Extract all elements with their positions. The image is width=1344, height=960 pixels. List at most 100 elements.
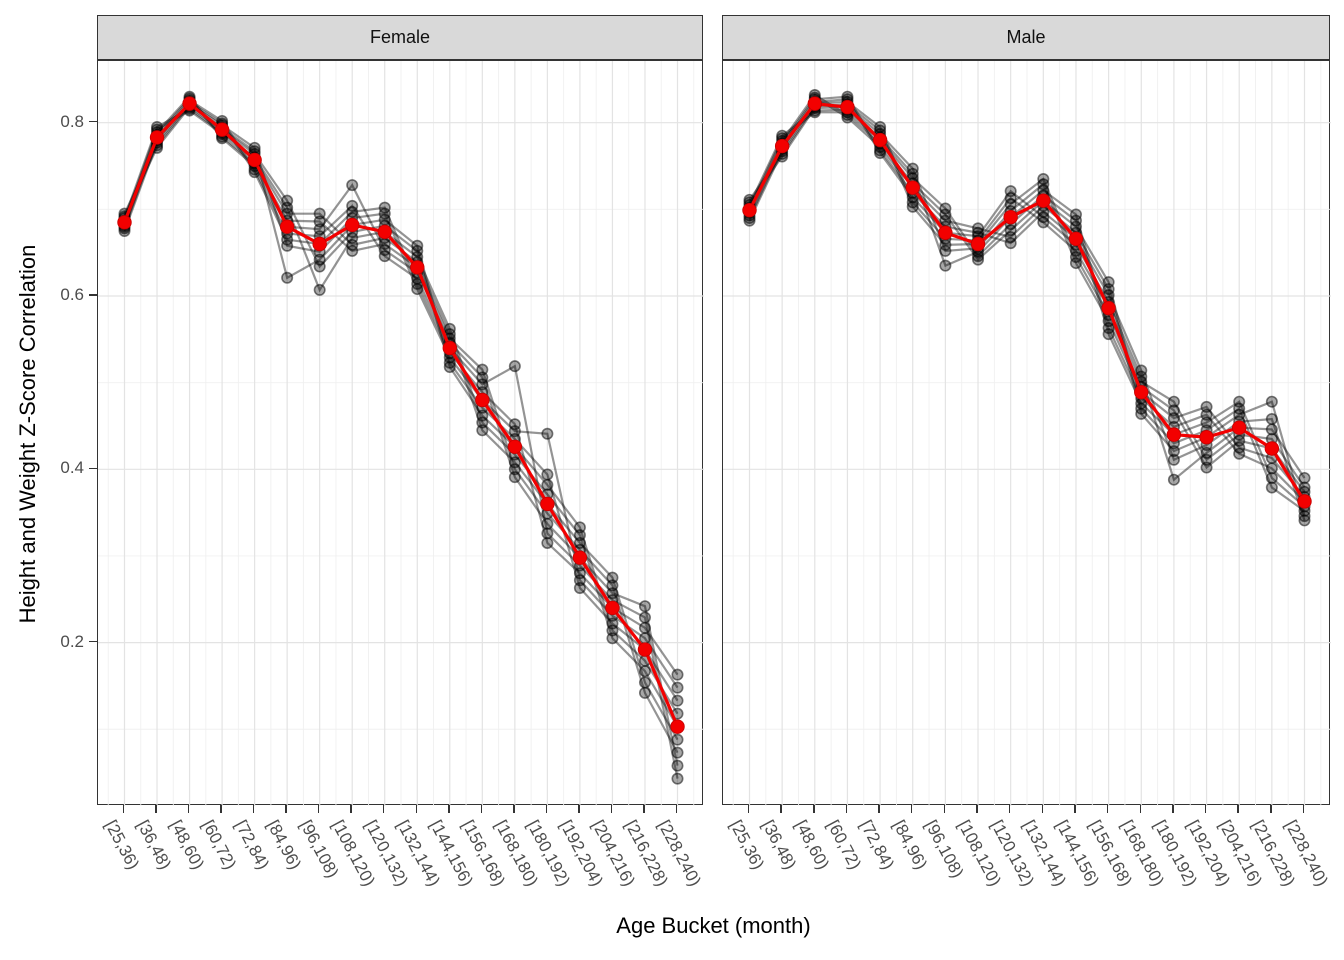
gray-series-point xyxy=(541,536,554,549)
x-axis-tick xyxy=(415,805,417,813)
gray-series-point xyxy=(541,427,554,440)
mean-series-point xyxy=(670,719,685,734)
gray-series-point xyxy=(1298,514,1311,527)
mean-series-point xyxy=(774,138,790,154)
x-axis-tick xyxy=(187,805,190,813)
gray-series-point xyxy=(378,207,391,220)
mean-series-point xyxy=(247,152,262,168)
gray-series-point xyxy=(671,681,684,694)
x-axis-tick xyxy=(910,805,913,813)
mean-series-point xyxy=(279,219,295,234)
gray-series-point xyxy=(541,527,554,540)
gray-series-point xyxy=(906,200,919,213)
mean-series-point xyxy=(1199,430,1214,445)
x-axis-tick xyxy=(155,805,157,813)
mean-series-point xyxy=(540,496,555,512)
gray-series-point xyxy=(281,233,294,246)
gray-series-point xyxy=(378,244,391,257)
mean-series-point xyxy=(572,550,588,565)
gray-series-point xyxy=(1004,185,1017,198)
gray-series-point xyxy=(378,201,391,214)
gray-series-point xyxy=(313,207,326,220)
mean-series-point xyxy=(1036,193,1051,208)
gray-series-point xyxy=(443,322,456,335)
gray-series-point xyxy=(638,600,651,613)
x-axis-title: Age Bucket (month) xyxy=(616,913,811,938)
mean-series-point xyxy=(312,236,327,252)
mean-series-point xyxy=(214,122,230,137)
x-axis-tick xyxy=(285,805,287,813)
gray-series-point xyxy=(508,360,521,373)
gray-series-point xyxy=(476,363,489,376)
mean-series-point xyxy=(605,600,620,616)
y-axis-title: Height and Weight Z-Score Correlation xyxy=(15,244,40,624)
gray-series-point xyxy=(1298,481,1311,494)
mean-series-point xyxy=(182,96,197,111)
gray-series-point xyxy=(313,253,326,266)
x-axis-tick xyxy=(1074,805,1076,813)
gray-series-point xyxy=(972,222,985,235)
x-axis-tick xyxy=(813,805,815,813)
x-axis-tick xyxy=(1172,805,1174,813)
y-axis-tick xyxy=(89,294,97,296)
gray-series-point xyxy=(1233,408,1246,421)
x-axis-tick xyxy=(747,805,750,813)
gray-series-point xyxy=(638,611,651,624)
mean-series-point xyxy=(117,215,132,230)
gray-series-point xyxy=(671,733,684,746)
gray-series-point xyxy=(281,194,294,207)
gray-series-point xyxy=(508,418,521,431)
gray-series-point xyxy=(541,517,554,530)
gray-series-point xyxy=(606,571,619,584)
mean-series-point xyxy=(475,392,490,408)
gray-series-point xyxy=(1069,251,1082,264)
x-axis-tick xyxy=(1237,805,1239,813)
gray-series-point xyxy=(906,162,919,175)
y-axis-tick xyxy=(89,120,97,123)
x-axis-tick xyxy=(448,805,450,813)
x-axis-tick xyxy=(317,805,320,813)
x-axis-tick xyxy=(252,805,255,813)
plot-area-female xyxy=(97,60,704,806)
x-axis-tick xyxy=(1270,805,1272,813)
plot-svg-female xyxy=(98,61,704,806)
gray-series-point xyxy=(573,582,586,595)
mean-series-point xyxy=(840,99,855,115)
x-axis-tick xyxy=(780,805,782,813)
y-axis-label: 0.8 xyxy=(60,111,84,131)
mean-series-point xyxy=(149,130,165,145)
gray-series-point xyxy=(1265,462,1278,475)
facet-panel-male: Male [25,36) [36,48) [48,60) [60,72) [72,84)… xyxy=(722,15,1331,945)
gray-series-point xyxy=(411,239,424,252)
mean-series-point xyxy=(345,217,360,233)
mean-series-point xyxy=(1166,427,1182,442)
x-axis-tick xyxy=(1041,805,1044,813)
gray-series-point xyxy=(1233,395,1246,408)
mean-series-point xyxy=(1101,300,1116,316)
mean-series-point xyxy=(1232,420,1247,435)
plot-area-male xyxy=(722,60,1331,806)
gray-series-point xyxy=(939,208,952,221)
gray-series-point xyxy=(1167,473,1180,486)
gray-series-line xyxy=(123,98,679,779)
y-axis-tick xyxy=(89,640,97,643)
gray-series-point xyxy=(1167,395,1180,408)
x-axis-tick xyxy=(976,805,978,813)
facet-strip-male-label: Male xyxy=(1006,27,1046,47)
facet-strip-male: Male xyxy=(722,15,1330,60)
mean-series-point xyxy=(1003,209,1018,225)
gray-series-point xyxy=(443,361,456,374)
gray-series-point xyxy=(346,244,359,257)
gray-series-point xyxy=(1233,434,1246,447)
gray-series-point xyxy=(1069,214,1082,227)
x-axis-tick xyxy=(1302,805,1305,813)
gray-series-point xyxy=(313,283,326,296)
mean-series-point xyxy=(1297,494,1312,509)
y-axis-label: 0.4 xyxy=(60,458,84,478)
mean-series-point xyxy=(807,96,822,111)
mean-series-point xyxy=(377,224,392,240)
gray-series-point xyxy=(1004,224,1017,237)
gray-series-point xyxy=(346,231,359,244)
x-axis-tick xyxy=(845,805,848,813)
